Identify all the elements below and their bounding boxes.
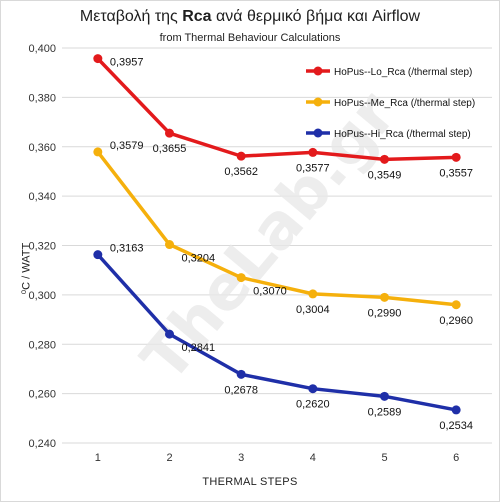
y-tick-label: 0,320 (28, 241, 56, 253)
data-label: 0,3577 (296, 162, 330, 174)
x-tick-label: 2 (166, 452, 172, 464)
data-point (165, 329, 174, 339)
legend-label: HoPus--Lo_Rca (/thermal step) (334, 67, 472, 78)
y-tick-label: 0,340 (28, 191, 56, 203)
data-point (380, 154, 389, 164)
chart-title-prefix: Μεταβολή της (79, 8, 183, 25)
legend-marker (313, 128, 323, 138)
data-label: 0,2960 (439, 315, 473, 327)
series-line (96, 150, 457, 307)
y-tick-label: 0,280 (28, 339, 56, 351)
legend-label: HoPus--Me_Rca (/thermal step) (334, 98, 475, 109)
data-label: 0,2678 (224, 384, 258, 396)
data-label: 0,2841 (182, 342, 216, 354)
data-label: 0,3579 (110, 140, 144, 152)
y-tick-label: 0,300 (28, 290, 56, 302)
y-tick-label: 0,240 (28, 438, 56, 450)
x-tick-label: 6 (453, 452, 459, 464)
data-point (308, 384, 318, 394)
x-tick-label: 3 (238, 452, 244, 464)
data-label: 0,2589 (368, 406, 402, 418)
watermark-logo: TheLab.gr (127, 77, 410, 394)
y-tick-label: 0,260 (28, 389, 56, 401)
data-point (380, 292, 389, 302)
data-label: 0,3655 (153, 143, 187, 155)
x-tick-label: 5 (381, 452, 387, 464)
legend-marker (313, 97, 323, 107)
chart-title-bold: Rca (182, 8, 212, 25)
y-tick-label: 0,380 (28, 92, 56, 104)
x-tick-label: 4 (310, 452, 316, 464)
data-label: 0,3070 (253, 286, 287, 298)
data-point (236, 369, 246, 379)
x-tick-label: 1 (95, 452, 101, 464)
data-point (451, 152, 461, 162)
data-label: 0,3204 (182, 253, 216, 265)
chart-subtitle: from Thermal Behaviour Calculations (159, 32, 341, 44)
chart-title-suffix: ανά θερμικό βήμα και Airflow (211, 8, 421, 25)
data-point (451, 405, 461, 415)
y-tick-label: 0,400 (28, 43, 56, 55)
series-line (96, 253, 457, 412)
data-point (308, 147, 318, 157)
data-point (165, 240, 174, 250)
legend-marker (313, 66, 323, 76)
data-label: 0,3549 (368, 169, 402, 181)
data-label: 0,3957 (110, 57, 144, 69)
data-label: 0,3562 (224, 166, 258, 178)
data-point (93, 147, 103, 157)
y-tick-label: 0,360 (28, 142, 56, 154)
data-point (165, 128, 174, 138)
data-label: 0,3557 (439, 167, 473, 179)
data-label: 0,2620 (296, 399, 330, 411)
data-point (380, 391, 389, 401)
data-label: 0,2534 (439, 420, 473, 432)
data-point (236, 273, 246, 283)
data-point (93, 250, 103, 260)
series-line (96, 57, 457, 162)
data-point (308, 289, 318, 299)
data-point (236, 151, 246, 161)
x-axis-label: THERMAL STEPS (202, 476, 298, 488)
data-label: 0,3163 (110, 243, 144, 255)
data-point (451, 300, 461, 310)
data-point (93, 54, 103, 64)
chart-title: Μεταβολή της Rca ανά θερμικό βήμα και Ai… (0, 8, 500, 26)
data-label: 0,2990 (368, 307, 402, 319)
data-label: 0,3004 (296, 304, 330, 316)
legend-label: HoPus--Hi_Rca (/thermal step) (334, 129, 471, 140)
